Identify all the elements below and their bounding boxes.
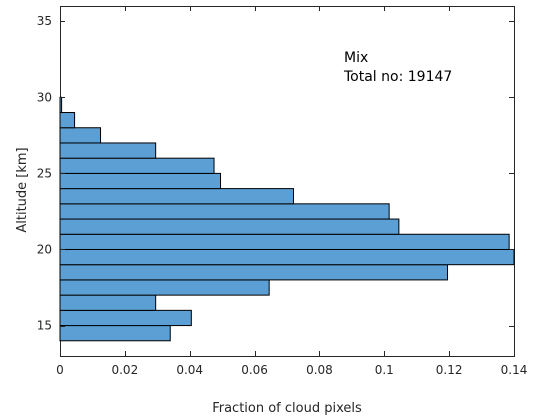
y-tick-label: 20	[37, 242, 52, 256]
histogram-bar	[59, 294, 157, 311]
histogram-bar	[59, 96, 63, 114]
annotation-total: Total no: 19147	[343, 69, 452, 85]
histogram-bar	[59, 157, 215, 174]
y-tick-label: 15	[37, 319, 52, 333]
x-tick-label: 0.1	[375, 363, 394, 377]
histogram-bar	[59, 218, 400, 235]
histogram-bar	[59, 248, 515, 266]
x-tick-label: 0.14	[501, 363, 528, 377]
x-tick-label: 0	[56, 363, 64, 377]
x-tick-label: 0.08	[306, 363, 333, 377]
histogram-bar	[59, 279, 270, 296]
y-tick-label: 30	[37, 90, 52, 104]
histogram-bar	[59, 309, 192, 327]
x-tick-label: 0.04	[176, 363, 203, 377]
histogram-bar	[59, 203, 390, 220]
y-axis-ticks: 15 20 25 30 35	[37, 14, 514, 333]
y-tick-label: 35	[37, 14, 52, 28]
histogram-bar	[59, 325, 171, 342]
x-axis-ticks: 0 0.02 0.04 0.06 0.08 0.1 0.12 0.14	[56, 6, 527, 377]
histogram-bar	[59, 172, 222, 190]
histogram-bar	[59, 127, 102, 144]
histogram-bar	[59, 112, 76, 129]
x-tick-label: 0.12	[436, 363, 463, 377]
histogram-bar	[59, 142, 157, 159]
annotation-title: Mix	[344, 50, 368, 66]
histogram-bar	[59, 188, 294, 205]
y-tick-label: 25	[37, 166, 52, 180]
bars-group	[59, 96, 515, 342]
histogram-bar	[59, 264, 449, 281]
histogram-bar	[59, 233, 510, 250]
x-axis-label: Fraction of cloud pixels	[212, 401, 362, 416]
x-tick-label: 0.06	[241, 363, 268, 377]
y-axis-label: Altitude [km]	[15, 147, 30, 232]
x-tick-label: 0.02	[111, 363, 138, 377]
